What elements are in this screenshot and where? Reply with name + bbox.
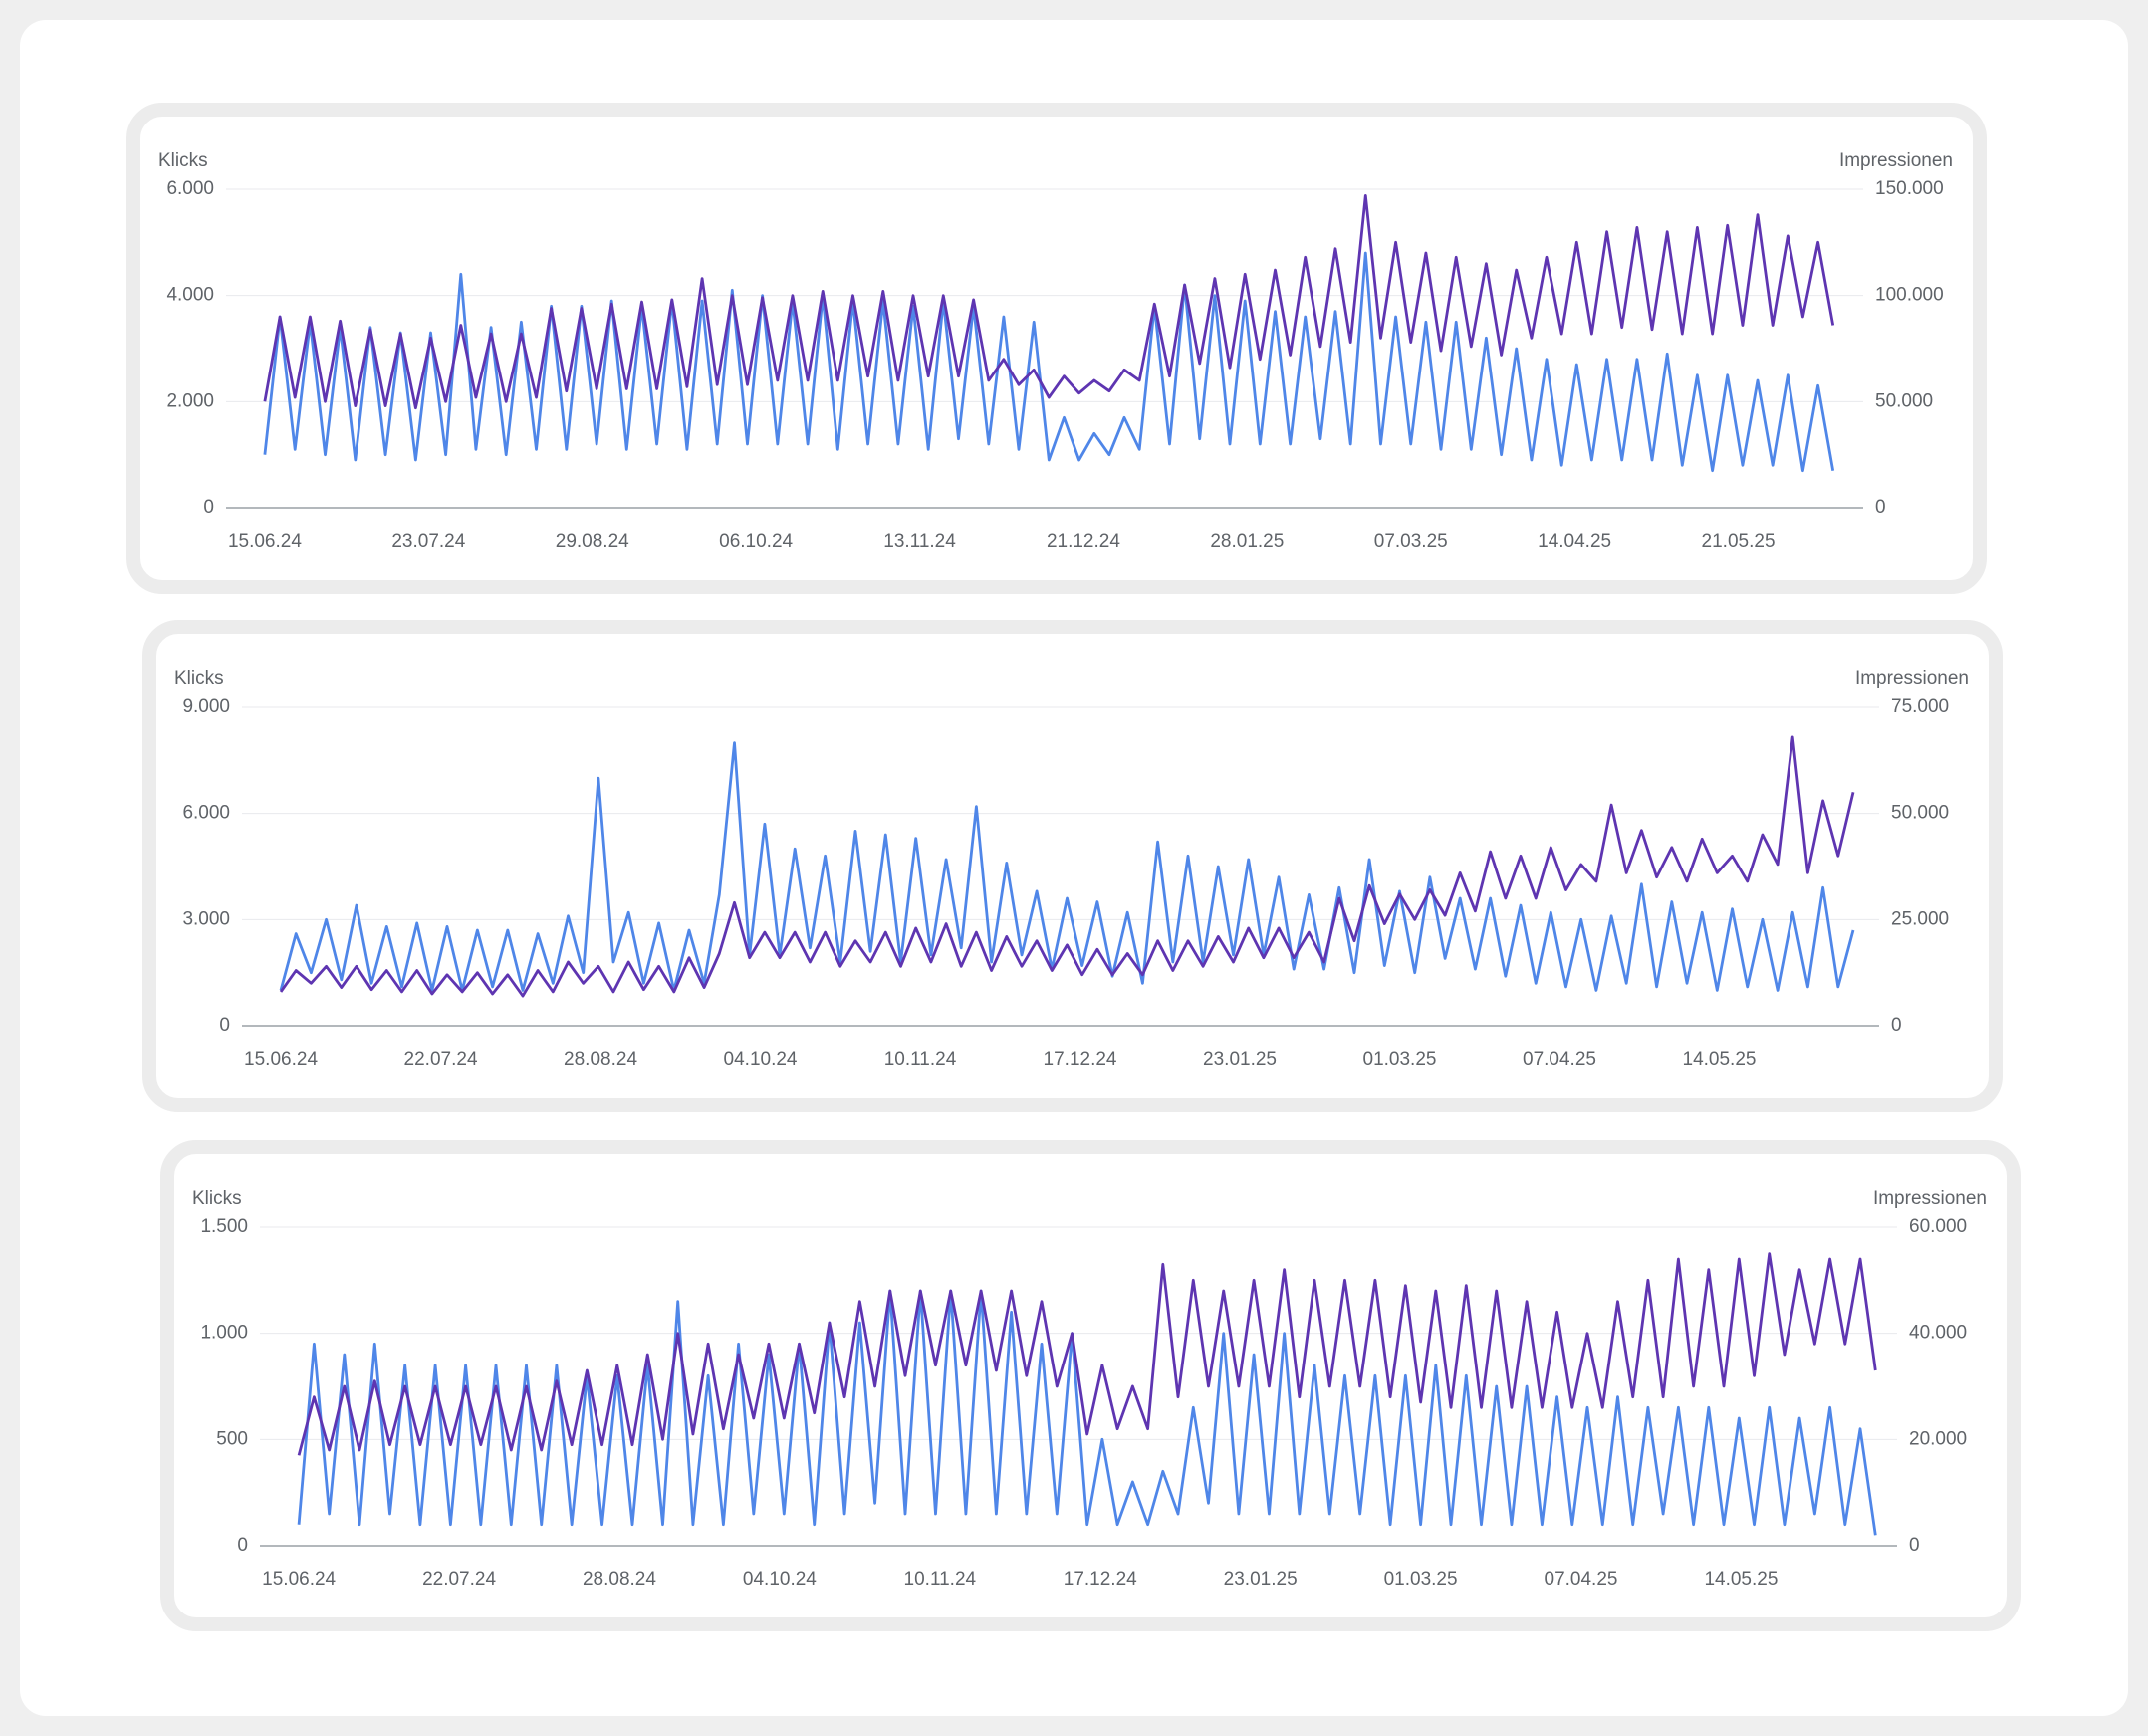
x-tick-label: 01.03.25 [1363, 1049, 1437, 1070]
y-tick-label: 500 [216, 1428, 248, 1449]
x-tick-label: 28.08.24 [564, 1049, 637, 1070]
x-tick-label: 17.12.24 [1044, 1049, 1117, 1070]
series-line [263, 251, 1835, 473]
y2-axis-label: Impressionen [1855, 668, 1969, 689]
y-tick-label: 4.000 [166, 285, 214, 306]
y-tick-label: 6.000 [166, 178, 214, 199]
series-line [279, 735, 1855, 998]
x-tick-label: 07.04.25 [1545, 1569, 1618, 1590]
y-tick-label: 0 [237, 1535, 248, 1556]
x-tick-label: 06.10.24 [719, 531, 793, 552]
x-tick-label: 21.12.24 [1047, 531, 1120, 552]
x-tick-label: 21.05.25 [1702, 531, 1776, 552]
x-tick-label: 13.11.24 [883, 531, 956, 552]
y2-tick-label: 20.000 [1909, 1428, 1967, 1449]
y-tick-label: 1.500 [200, 1216, 248, 1237]
x-tick-label: 15.06.24 [228, 531, 302, 552]
y2-tick-label: 40.000 [1909, 1323, 1967, 1344]
y2-tick-label: 150.000 [1875, 178, 1944, 199]
x-tick-label: 29.08.24 [556, 531, 629, 552]
x-tick-label: 22.07.24 [404, 1049, 478, 1070]
x-tick-label: 04.10.24 [724, 1049, 798, 1070]
x-tick-label: 14.05.25 [1683, 1049, 1757, 1070]
y2-tick-label: 100.000 [1875, 285, 1944, 306]
y2-tick-label: 60.000 [1909, 1216, 1967, 1237]
x-tick-label: 01.03.25 [1384, 1569, 1458, 1590]
x-tick-label: 10.11.24 [904, 1569, 977, 1590]
y-axis-label: Klicks [158, 150, 208, 171]
y-tick-label: 1.000 [200, 1323, 248, 1344]
chart-card: Klicks Impressionen 0 500 1.000 1.500 0 20.000 4… [160, 1140, 2021, 1631]
y-tick-label: 0 [219, 1015, 230, 1036]
x-tick-label: 04.10.24 [743, 1569, 817, 1590]
y2-tick-label: 50.000 [1875, 390, 1933, 411]
y2-axis-label: Impressionen [1839, 150, 1953, 171]
y2-tick-label: 0 [1891, 1015, 1902, 1036]
x-tick-label: 15.06.24 [262, 1569, 336, 1590]
y2-tick-label: 0 [1909, 1535, 1920, 1556]
series-line [279, 741, 1855, 992]
chart: Klicks Impressionen 0 3.000 6.000 9.000 0 25.00… [174, 668, 1969, 1070]
x-tick-label: 28.08.24 [583, 1569, 656, 1590]
chart: Klicks Impressionen 0 500 1.000 1.500 0 20.000 4… [192, 1188, 1987, 1590]
x-tick-label: 23.01.25 [1224, 1569, 1298, 1590]
chart-card: Klicks Impressionen 0 3.000 6.000 9.000 0 25.00… [142, 620, 2003, 1112]
x-tick-label: 17.12.24 [1064, 1569, 1137, 1590]
chart-card: Klicks Impressionen 0 2.000 4.000 6.000 0 50.00… [126, 103, 1987, 594]
x-tick-label: 28.01.25 [1210, 531, 1284, 552]
x-tick-label: 15.06.24 [244, 1049, 318, 1070]
x-tick-label: 07.03.25 [1374, 531, 1448, 552]
y2-tick-label: 0 [1875, 497, 1886, 518]
y2-axis-label: Impressionen [1873, 1188, 1987, 1209]
y-tick-label: 3.000 [182, 908, 230, 929]
x-tick-label: 23.01.25 [1203, 1049, 1277, 1070]
y-tick-label: 9.000 [182, 696, 230, 717]
x-tick-label: 22.07.24 [422, 1569, 496, 1590]
x-tick-label: 23.07.24 [391, 531, 465, 552]
chart: Klicks Impressionen 0 2.000 4.000 6.000 0 50.00… [158, 150, 1953, 552]
series-line [297, 1252, 1877, 1456]
series-line [297, 1289, 1877, 1536]
panel: Klicks Impressionen 0 2.000 4.000 6.000 0 50.00… [20, 20, 2128, 1716]
x-tick-label: 14.05.25 [1704, 1569, 1778, 1590]
series-line [263, 194, 1835, 410]
x-tick-label: 10.11.24 [884, 1049, 957, 1070]
y-axis-label: Klicks [192, 1188, 242, 1209]
y-axis-label: Klicks [174, 668, 224, 689]
x-tick-label: 14.04.25 [1538, 531, 1611, 552]
y2-tick-label: 50.000 [1891, 803, 1949, 824]
y-tick-label: 2.000 [166, 390, 214, 411]
y-tick-label: 0 [203, 497, 214, 518]
x-tick-label: 07.04.25 [1523, 1049, 1596, 1070]
y2-tick-label: 25.000 [1891, 908, 1949, 929]
y-tick-label: 6.000 [182, 803, 230, 824]
y2-tick-label: 75.000 [1891, 696, 1949, 717]
